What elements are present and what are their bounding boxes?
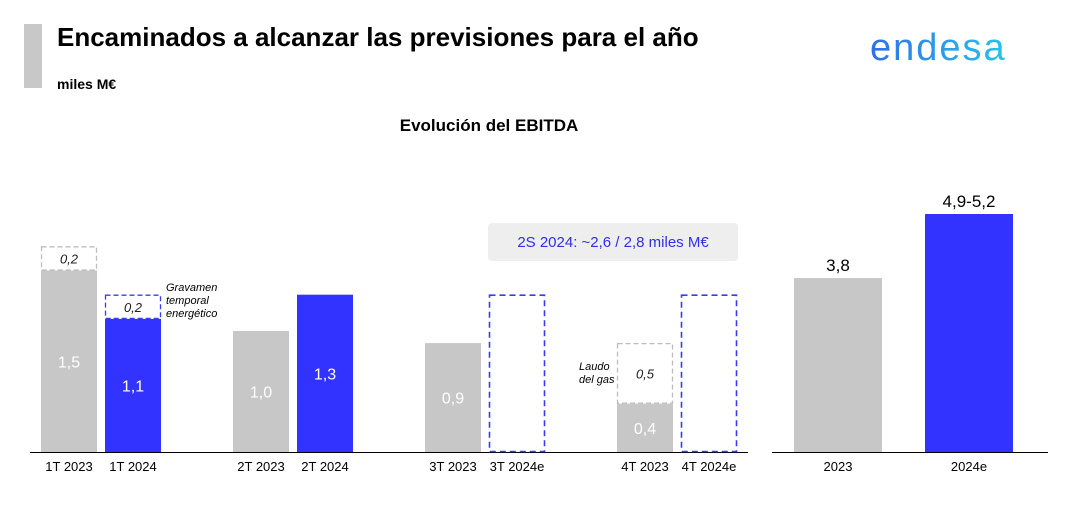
annual-label-2024e: 4,9-5,2 — [943, 192, 996, 211]
bar-2t-2024 — [297, 294, 353, 452]
tick-3t-2024e: 3T 2024e — [490, 459, 545, 474]
tick-2t-2024: 2T 2024 — [301, 459, 348, 474]
annotation-4t-2023-line-1: del gas — [579, 374, 615, 386]
tick-4t-2023: 4T 2023 — [621, 459, 668, 474]
tick-1t-2023: 1T 2023 — [45, 459, 92, 474]
bar-label-4t-2023: 0,4 — [634, 421, 656, 438]
extra-label-4t-2023: 0,5 — [636, 366, 655, 381]
endesa-logo-text: endesa — [870, 27, 1007, 69]
tick-4t-2024e: 4T 2024e — [682, 459, 737, 474]
chart-title: Evolución del EBITDA — [399, 116, 579, 135]
tick-2t-2023: 2T 2023 — [237, 459, 284, 474]
extra-bar-4t-2023 — [616, 342, 674, 404]
bar-1t-2023 — [41, 270, 97, 452]
bar-4t-2023 — [617, 403, 673, 452]
page-title: Encaminados a alcanzar las previsiones p… — [57, 22, 699, 52]
extra-label-1t-2024: 0,2 — [124, 300, 143, 315]
page-subtitle: miles M€ — [57, 76, 117, 92]
bar-forecast-4t-2024e — [680, 294, 738, 453]
bar-1t-2024 — [105, 318, 161, 452]
tick-3t-2023: 3T 2023 — [429, 459, 476, 474]
tick-1t-2024: 1T 2024 — [109, 459, 156, 474]
bar-label-2t-2023: 1,0 — [250, 385, 272, 402]
annotation-1t-2024-line-1: temporal — [166, 295, 209, 307]
annual-label-2023: 3,8 — [826, 256, 850, 275]
title-accent-bar — [24, 24, 42, 88]
callout-2s-2024: 2S 2024: ~2,6 / 2,8 miles M€ — [488, 223, 738, 261]
extra-bar-1t-2024 — [104, 294, 162, 320]
annotation-4t-2023-line-0: Laudo — [579, 361, 610, 373]
bar-label-3t-2023: 0,9 — [442, 391, 464, 408]
extra-bar-1t-2023 — [40, 246, 98, 271]
annual-bar-2023 — [794, 278, 882, 452]
bar-label-1t-2024: 1,1 — [122, 378, 144, 395]
annotation-1t-2024-line-0: Gravamen — [166, 282, 217, 294]
endesa-logo: endesa — [870, 27, 1007, 69]
bar-label-1t-2023: 1,5 — [58, 354, 80, 371]
annotation-1t-2024-line-2: energético — [166, 308, 217, 320]
extra-label-1t-2023: 0,2 — [60, 251, 79, 266]
bar-forecast-3t-2024e — [488, 294, 546, 453]
annual-tick-2024e: 2024e — [951, 459, 987, 474]
bar-2t-2023 — [233, 331, 289, 452]
bar-label-2t-2024: 1,3 — [314, 366, 336, 383]
annual-tick-2023: 2023 — [824, 459, 853, 474]
annual-bar-2024e — [925, 214, 1013, 452]
bar-3t-2023 — [425, 343, 481, 452]
